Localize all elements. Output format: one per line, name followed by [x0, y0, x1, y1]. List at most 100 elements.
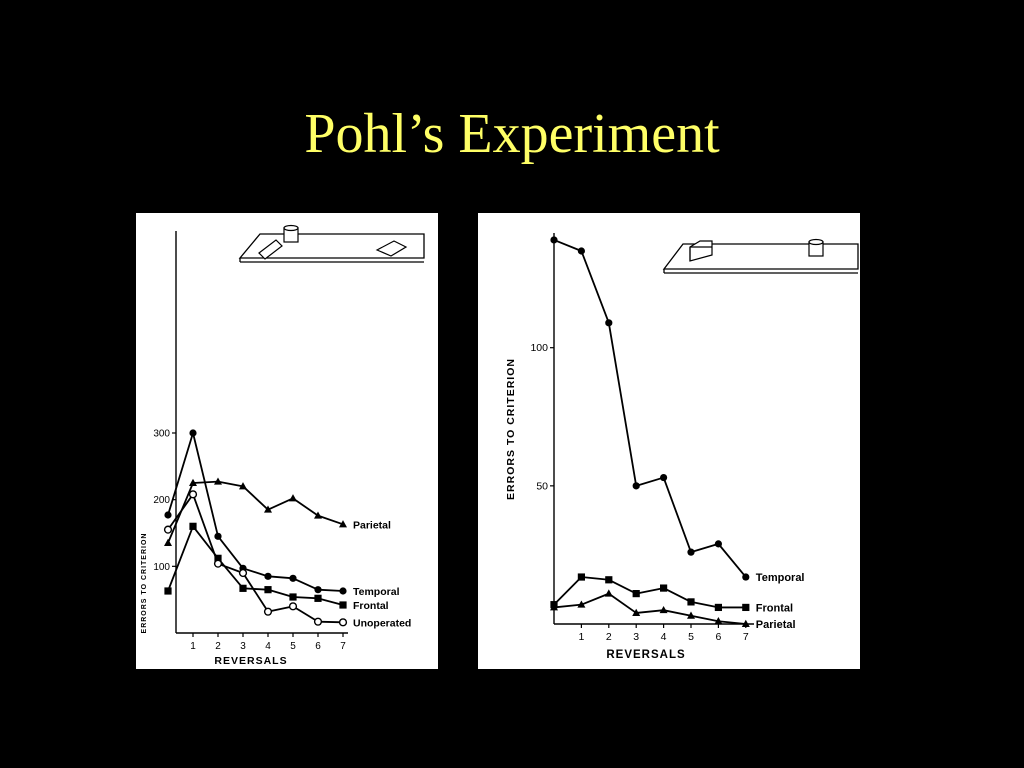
right-series-label-temporal: Temporal: [756, 572, 805, 584]
left-series-unoperated-point: [213, 559, 223, 568]
right-series-parietal-point: [687, 611, 695, 619]
left-x-tick-label-3: 3: [240, 641, 246, 652]
left-series-unoperated-point: [263, 607, 273, 616]
left-series-parietal-point: [164, 538, 172, 546]
left-series-temporal-line: [167, 432, 344, 592]
left-series-frontal-line: [167, 525, 344, 606]
right-series-frontal-point: [632, 590, 640, 598]
right-y-tick-label-50: 50: [536, 480, 548, 492]
right-series-frontal-point: [687, 598, 695, 606]
left-series-label-temporal: Temporal: [353, 586, 400, 598]
left-x-tick-label-2: 2: [215, 641, 221, 652]
right-series-parietal-point: [741, 619, 750, 627]
right-series-parietal-point: [714, 617, 723, 625]
left-series-frontal-point: [289, 593, 297, 601]
left-plaque: [258, 239, 283, 260]
left-y-axis-label: ERRORS TO CRITERION: [141, 533, 148, 634]
right-series-parietal-point: [659, 605, 668, 614]
left-series-temporal-point: [164, 511, 172, 519]
right-x-tick-label-7: 7: [743, 631, 749, 643]
left-series-temporal-point: [214, 532, 222, 540]
right-series-parietal-point: [604, 589, 613, 597]
right-series-parietal-point: [632, 608, 641, 616]
left-series-frontal-point: [264, 586, 272, 594]
right-y-tick-label-100: 100: [530, 342, 548, 354]
left-series-unoperated-point: [163, 525, 173, 534]
left-series-frontal-point: [214, 554, 222, 562]
left-series-frontal-point: [239, 584, 247, 592]
left-series-label-frontal: Frontal: [353, 600, 389, 612]
cylinder-top: [808, 238, 824, 246]
right-apparatus-illustration: [662, 238, 859, 274]
left-series-unoperated-point: [238, 568, 248, 578]
left-series-frontal-point: [339, 601, 347, 609]
left-y-tick-label-100: 100: [153, 562, 170, 573]
left-series-unoperated-line: [167, 493, 344, 624]
right-series-temporal-point: [687, 548, 695, 556]
left-chart-panel: 100 200 300 1 2 3 4 5 6 7 REVERSALS ERRORS TO CRITE…: [136, 213, 438, 669]
left-series-temporal-point: [314, 586, 322, 594]
right-series-parietal-point: [550, 603, 558, 611]
right-series-temporal-point: [632, 482, 640, 490]
left-y-tick-label-300: 300: [153, 428, 170, 439]
right-series-temporal-point: [714, 540, 722, 548]
right-line-chart: 50 100 1 2 3 4 5 6 7 REVERSALS ERRORS TO CRITERION…: [505, 233, 859, 661]
right-series-label-frontal: Frontal: [756, 602, 793, 614]
left-series-unoperated-point: [338, 618, 348, 627]
left-series-unoperated-point: [313, 617, 323, 626]
left-series-label-parietal: Parietal: [353, 519, 391, 531]
right-series-temporal-line: [553, 239, 747, 578]
left-series-parietal-point: [264, 505, 272, 513]
left-series-parietal-point: [289, 494, 297, 502]
left-x-tick-label-6: 6: [315, 641, 321, 652]
left-y-tick-label-200: 200: [153, 495, 170, 506]
left-series-unoperated-point: [188, 490, 198, 499]
left-series-frontal-point: [164, 587, 172, 595]
left-x-tick-label-5: 5: [290, 641, 296, 652]
left-series-unoperated-point: [288, 602, 298, 611]
right-series-label-parietal: Parietal: [756, 619, 796, 631]
left-series-parietal-line: [167, 480, 344, 544]
right-x-tick-label-2: 2: [606, 631, 612, 643]
right-series-parietal-point: [577, 600, 586, 608]
right-x-tick-label-3: 3: [633, 631, 639, 643]
board-top: [662, 243, 859, 270]
right-series-frontal-point: [660, 584, 668, 592]
board-top: [238, 233, 425, 259]
cylinder-top: [283, 224, 299, 232]
left-series-temporal-point: [189, 429, 197, 437]
left-x-tick-label-4: 4: [265, 641, 271, 652]
right-series-frontal-point: [577, 573, 585, 581]
right-chart-panel: 50 100 1 2 3 4 5 6 7 REVERSALS ERRORS TO CRITERION…: [478, 213, 860, 669]
right-y-axis-label: ERRORS TO CRITERION: [505, 358, 517, 500]
left-series-temporal-point: [289, 574, 297, 582]
right-series-parietal-line: [553, 592, 746, 625]
right-series-frontal-point: [605, 576, 613, 584]
left-series-parietal-point: [189, 478, 197, 486]
right-series-frontal-point: [714, 603, 722, 612]
left-series-parietal-point: [314, 511, 322, 519]
left-series-parietal-point: [339, 520, 347, 528]
right-series-temporal-point: [550, 236, 558, 244]
left-series-label-unoperated: Unoperated: [353, 617, 411, 629]
right-series-temporal-point: [605, 319, 613, 327]
left-series-parietal-point: [214, 477, 222, 485]
left-line-chart: 100 200 300 1 2 3 4 5 6 7 REVERSALS ERRORS TO CRITE…: [141, 224, 425, 667]
right-x-tick-label-6: 6: [715, 631, 721, 643]
right-series-temporal-point: [742, 573, 750, 581]
right-series-frontal-line: [553, 576, 746, 609]
right-series-frontal-point: [742, 603, 750, 612]
right-x-axis-label: REVERSALS: [606, 649, 685, 661]
right-x-tick-label-5: 5: [688, 631, 694, 643]
right-series-temporal-point: [660, 473, 668, 482]
right-series-temporal-point: [577, 247, 585, 255]
right-x-tick-label-1: 1: [578, 631, 584, 643]
left-series-frontal-point: [314, 594, 322, 602]
left-apparatus-illustration: [238, 224, 425, 263]
left-x-axis-label: REVERSALS: [214, 655, 287, 667]
left-series-parietal-point: [239, 482, 247, 490]
left-series-frontal-point: [189, 522, 197, 530]
left-x-tick-label-7: 7: [340, 641, 346, 652]
right-plaque: [375, 240, 408, 257]
slide-title: Pohl’s Experiment: [304, 103, 720, 165]
